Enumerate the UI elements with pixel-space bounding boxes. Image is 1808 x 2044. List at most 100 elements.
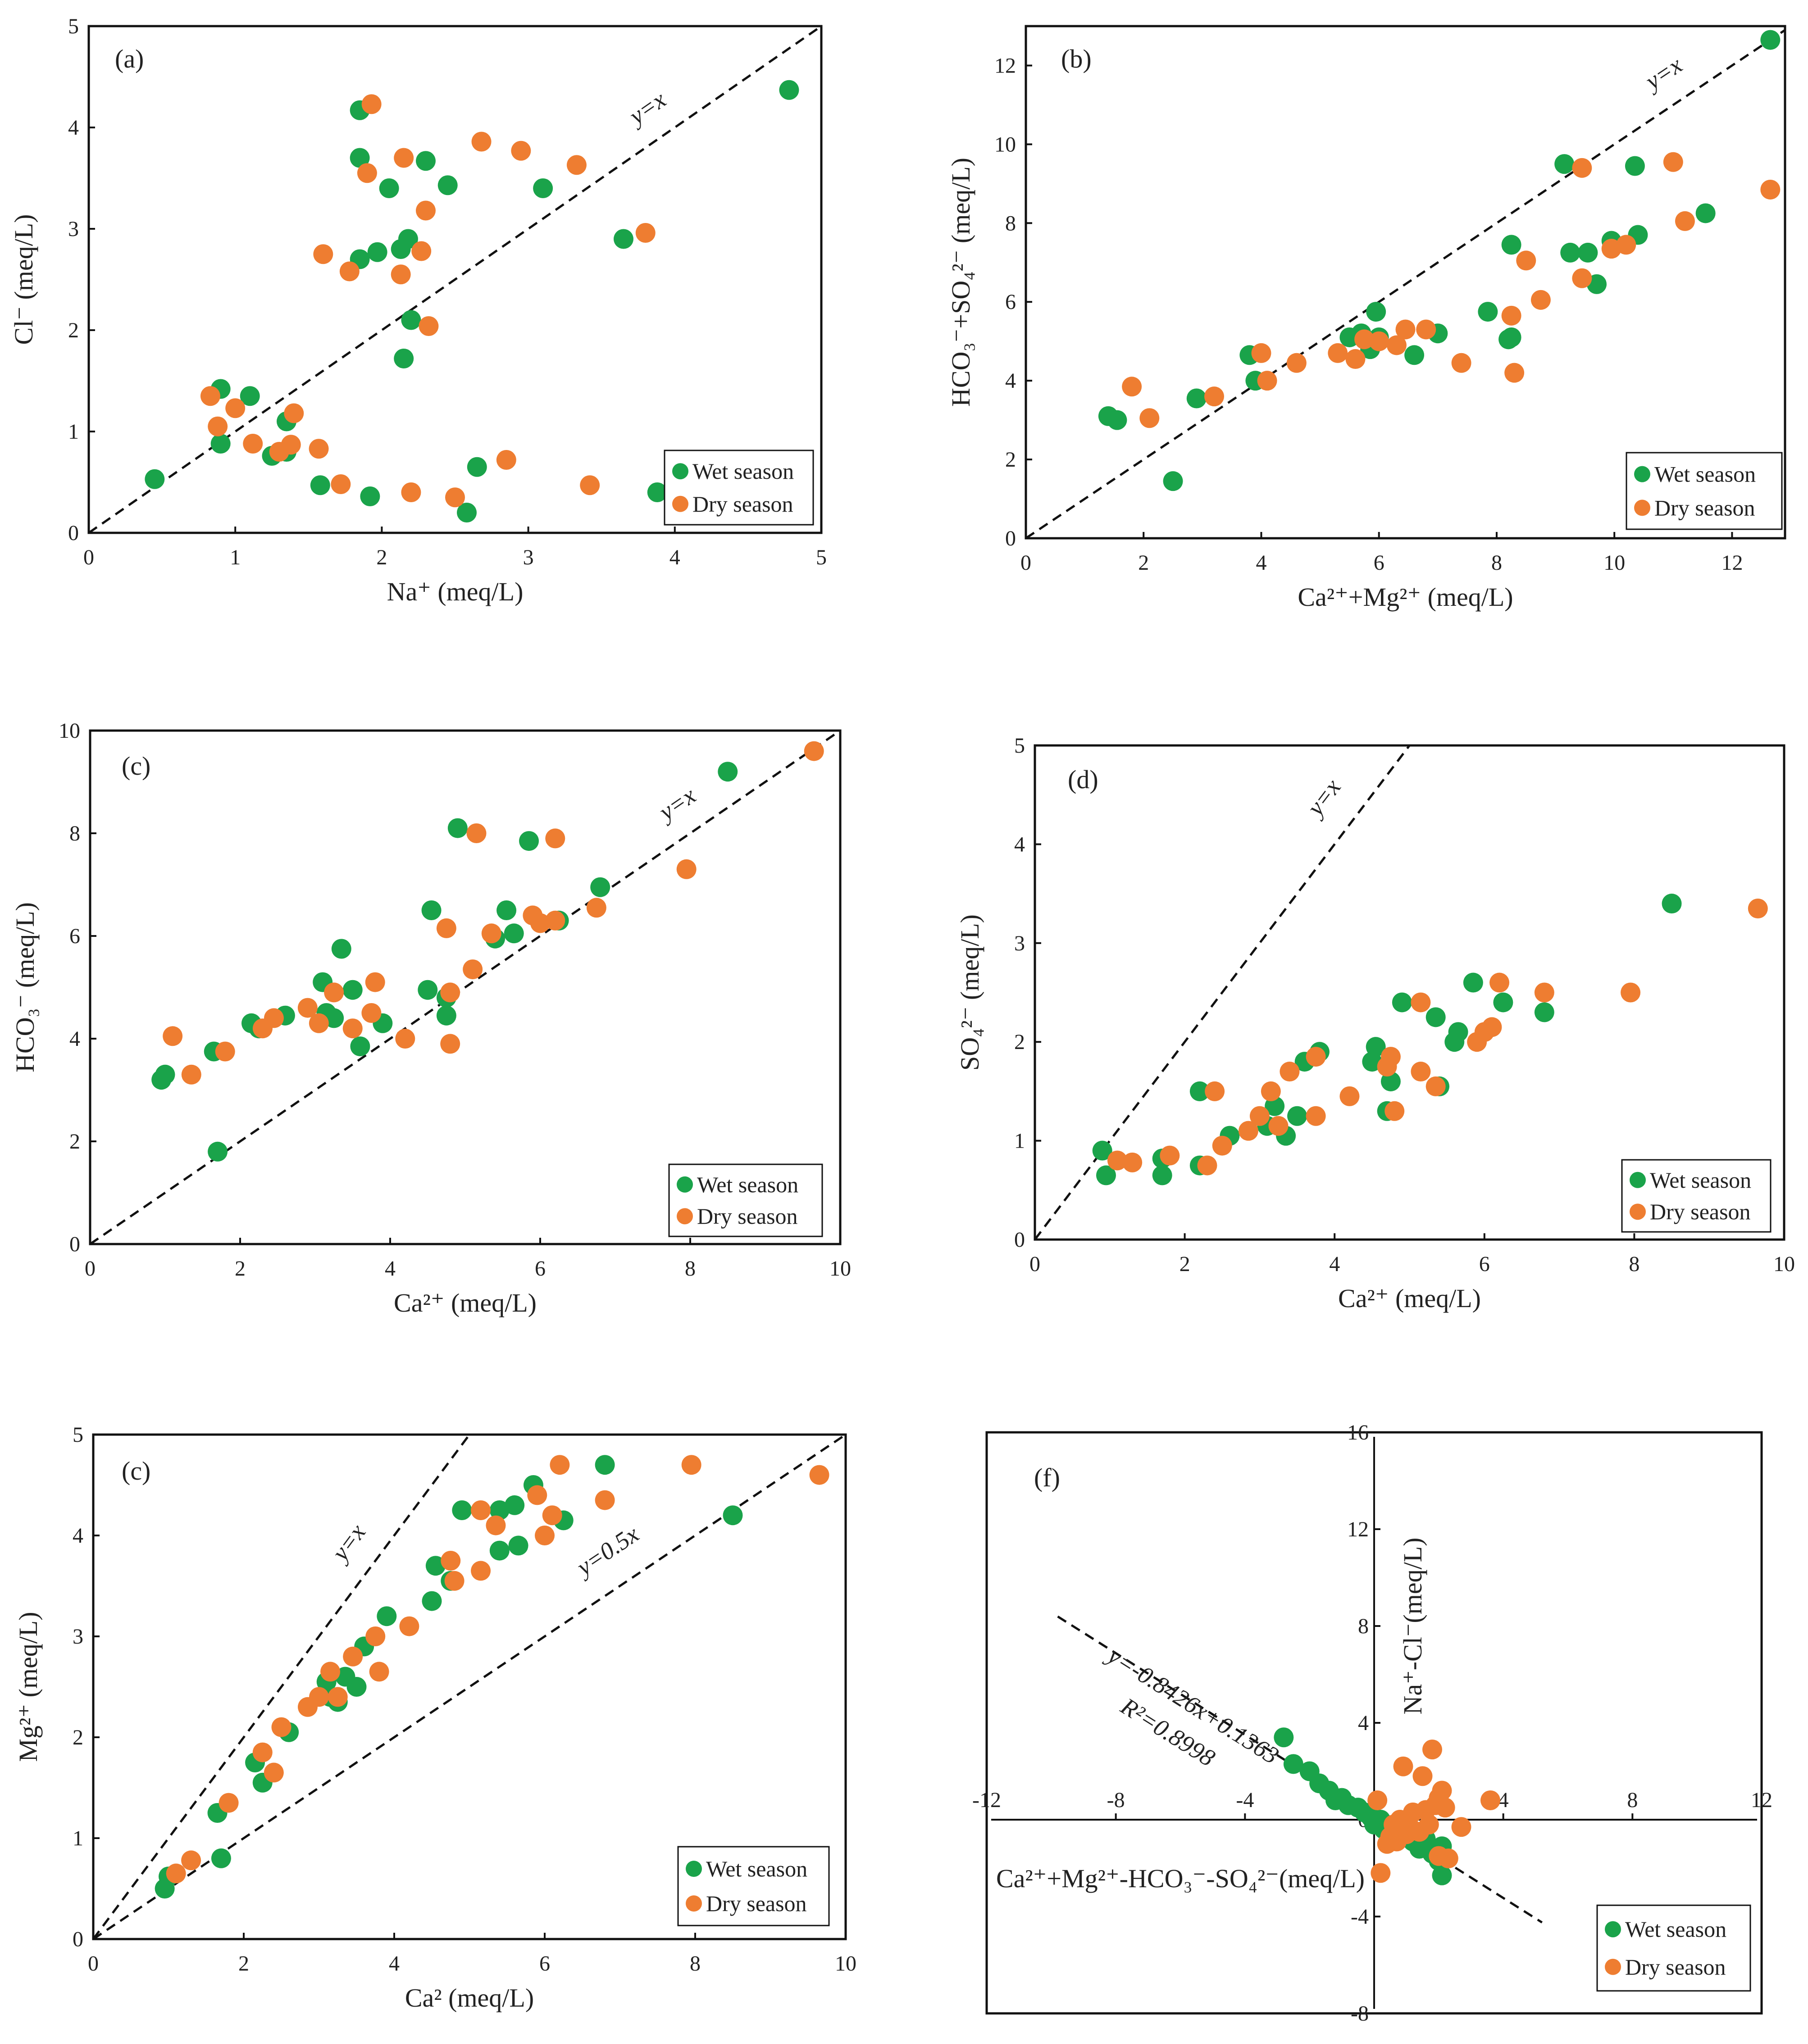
y-tick-label: 10 xyxy=(994,132,1016,156)
data-point xyxy=(394,148,414,168)
data-point xyxy=(647,482,667,502)
x-tick-label: 6 xyxy=(1374,551,1384,575)
data-point xyxy=(361,94,382,114)
x-tick-label: -8 xyxy=(1107,1788,1125,1812)
data-point xyxy=(1371,1863,1391,1883)
reference-line-label: y=x xyxy=(652,782,701,827)
data-point xyxy=(467,457,487,477)
legend-marker xyxy=(1630,1172,1646,1188)
data-point xyxy=(1572,268,1592,288)
y-tick-label: 8 xyxy=(1358,1614,1369,1638)
reference-line xyxy=(88,25,822,534)
legend-box xyxy=(1626,452,1783,530)
legend-label: Dry season xyxy=(1654,495,1755,520)
data-point xyxy=(1478,302,1498,322)
data-point xyxy=(1107,1150,1127,1171)
data-point xyxy=(1152,1165,1172,1186)
data-point xyxy=(436,1005,456,1026)
legend-box xyxy=(664,450,814,526)
reference-line xyxy=(1025,29,1786,540)
data-point xyxy=(1283,1754,1303,1774)
data-point xyxy=(391,264,411,285)
data-point xyxy=(1451,353,1471,373)
data-point xyxy=(215,1041,235,1062)
data-point xyxy=(1482,1017,1502,1037)
x-tick-label: 4 xyxy=(385,1257,396,1281)
data-point xyxy=(401,310,421,330)
x-axis-label: Na⁺ (meq/L) xyxy=(387,577,524,606)
legend-label: Wet season xyxy=(706,1856,807,1881)
data-point xyxy=(504,923,524,944)
x-tick-label: 0 xyxy=(1029,1252,1040,1276)
data-point xyxy=(324,1008,344,1028)
data-point xyxy=(1616,235,1636,255)
data-point xyxy=(1163,471,1183,491)
legend-label: Wet season xyxy=(1650,1167,1751,1193)
data-point xyxy=(1345,349,1366,369)
plot-frame xyxy=(1025,25,1786,540)
panel-c: 0 2 4 6 8 10 0 2 4 6 8 10 y=x Ca²⁺ (meq/L) HCO₃⁻ (meq/… xyxy=(10,719,851,1317)
data-point xyxy=(1501,327,1521,347)
x-tick-label: 2 xyxy=(238,1952,249,1976)
data-point xyxy=(1534,1002,1554,1022)
x-axis-label: Ca²⁺ (meq/L) xyxy=(1338,1284,1481,1313)
data-point xyxy=(342,1018,363,1039)
y-tick-label: 4 xyxy=(69,1027,80,1051)
data-point xyxy=(415,151,436,171)
x-tick-label: 2 xyxy=(235,1257,246,1281)
data-point xyxy=(240,386,260,406)
x-tick-label: 2 xyxy=(376,545,387,569)
panel-label: (d) xyxy=(1068,765,1098,794)
data-point xyxy=(350,148,370,168)
data-point xyxy=(357,163,377,183)
data-point xyxy=(1760,30,1781,50)
data-point xyxy=(440,1034,460,1054)
y-tick-label: 0 xyxy=(1005,527,1016,550)
data-point xyxy=(394,349,414,368)
data-point xyxy=(466,823,487,843)
data-point xyxy=(1534,982,1554,1003)
legend-marker xyxy=(672,495,688,512)
data-point xyxy=(425,1556,446,1576)
y-axis-label: SO₄²⁻ (meq/L) xyxy=(955,914,984,1071)
data-point xyxy=(1380,1047,1401,1067)
data-point xyxy=(635,223,656,243)
plot-frame xyxy=(89,729,842,1245)
data-point xyxy=(530,913,550,933)
x-tick-label: 5 xyxy=(816,545,827,569)
y-tick-label: 5 xyxy=(1014,734,1025,758)
series-dry xyxy=(1107,899,1768,1176)
data-point xyxy=(1625,156,1645,176)
data-point xyxy=(264,1008,284,1028)
data-point xyxy=(309,439,329,459)
data-point xyxy=(527,1485,547,1505)
plot-frame xyxy=(92,1433,847,1940)
data-point xyxy=(1448,1022,1468,1042)
series-wet xyxy=(1092,894,1682,1186)
data-point xyxy=(361,1003,382,1023)
y-tick-label: 2 xyxy=(73,1726,83,1749)
series-dry xyxy=(1122,152,1781,428)
data-point xyxy=(331,474,351,494)
x-axis-label: Ca²⁺+Mg²⁺-HCO₃⁻-SO₄²⁻(meq/L) xyxy=(996,1864,1365,1893)
data-point xyxy=(1554,154,1575,174)
x-tick-label: 8 xyxy=(685,1257,696,1281)
data-point xyxy=(1265,1096,1285,1116)
data-point xyxy=(718,762,738,782)
legend-label: Dry season xyxy=(1650,1199,1751,1224)
legend: Wet season Dry season xyxy=(677,1846,830,1926)
data-point xyxy=(779,80,799,100)
data-point xyxy=(511,141,531,161)
plot-frame xyxy=(1034,744,1785,1241)
data-point xyxy=(590,877,610,897)
y-tick-label: 3 xyxy=(73,1625,83,1649)
data-point xyxy=(1438,1849,1458,1868)
data-point xyxy=(399,1616,419,1636)
legend: Wet season Dry season xyxy=(1621,1159,1772,1233)
panel-b: 0 2 4 6 8 10 12 0 2 4 6 8 10 12 y=x Ca²⁺+Mg²⁺ (meq/L) HC… xyxy=(946,25,1786,612)
data-point xyxy=(436,918,456,938)
data-point xyxy=(1380,1071,1401,1091)
data-point xyxy=(309,1687,329,1707)
x-tick-label: 0 xyxy=(85,1257,96,1281)
